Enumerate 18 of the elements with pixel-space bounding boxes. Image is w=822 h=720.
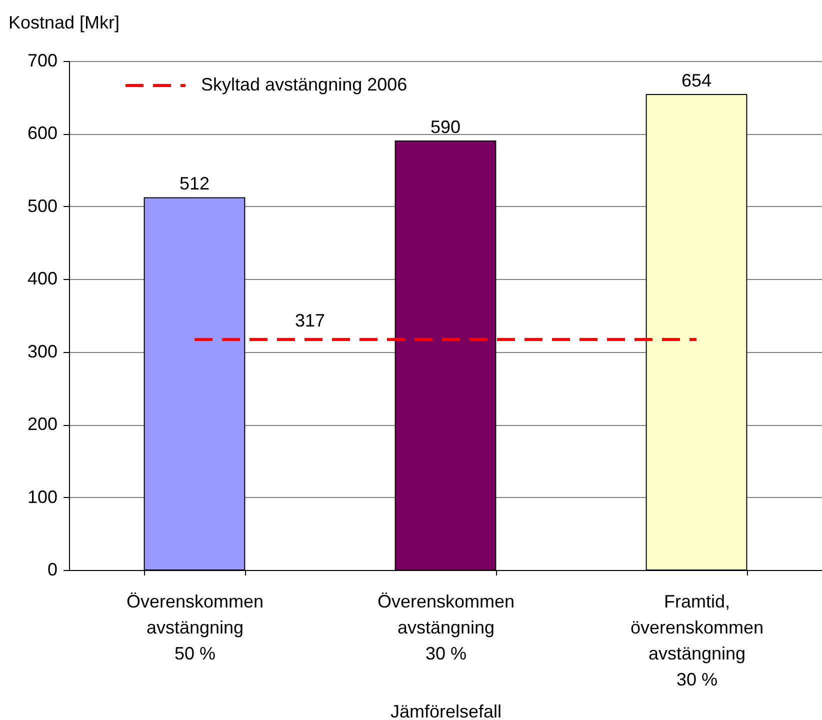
legend-label: Skyltad avstängning 2006 — [201, 74, 408, 94]
y-tick-label: 400 — [27, 268, 58, 289]
y-tick-label: 200 — [27, 414, 58, 434]
y-axis-title: Kostnad [Mkr] — [8, 12, 120, 32]
annotation: 317 — [294, 310, 325, 330]
y-tick-label: 700 — [27, 50, 58, 70]
x-axis-title: Jämförelsefall — [390, 702, 502, 720]
data-label: 512 — [179, 174, 210, 194]
x-tick-label: Överenskommen avstängning 50 % — [126, 592, 264, 664]
x-tick-label: Framtid, överenskommen avstängning 30 % — [630, 592, 764, 690]
y-tick-label: 600 — [27, 123, 58, 144]
y-tick-label: 300 — [27, 341, 58, 362]
x-tick-label: Överenskommen avstängning 30 % — [377, 592, 515, 664]
y-tick-label: 100 — [27, 486, 58, 507]
data-label: 590 — [430, 116, 461, 137]
y-tick-label: 500 — [27, 196, 58, 216]
y-tick-label: 0 — [47, 560, 58, 580]
data-label: 654 — [681, 70, 712, 90]
